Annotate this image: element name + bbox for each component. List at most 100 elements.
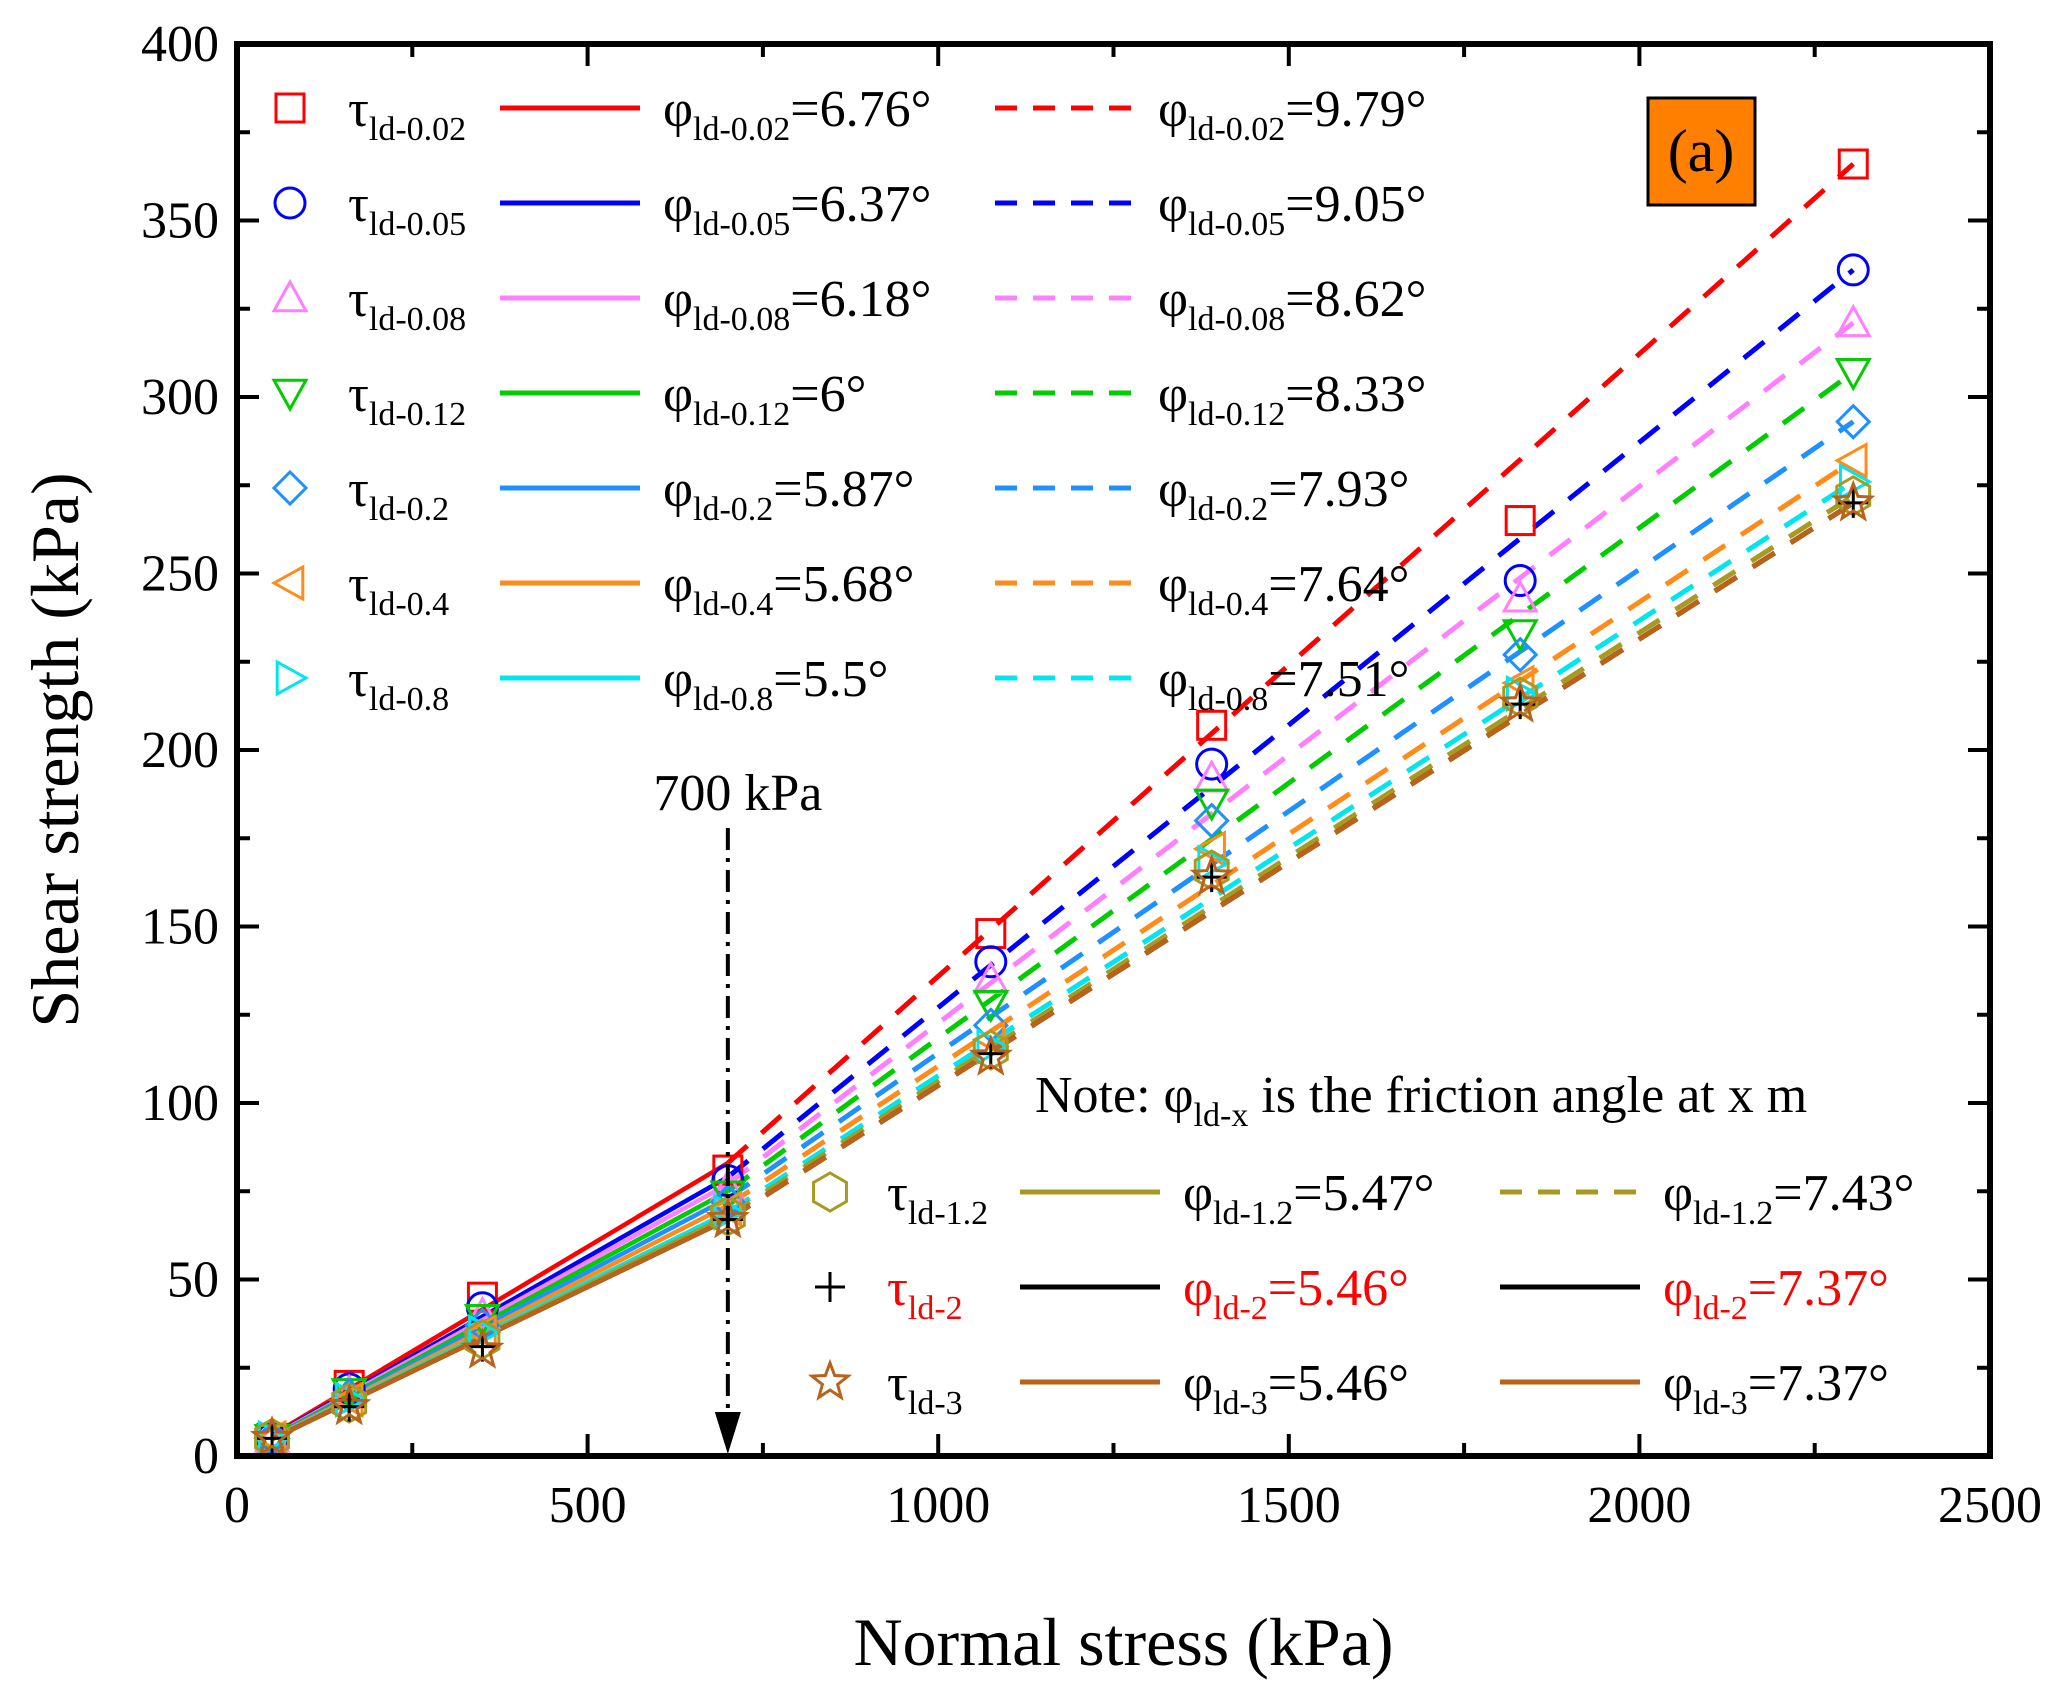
legend-tau-ld-2: τld-2	[887, 1260, 963, 1327]
legend-phi1-ld-0.4: φld-0.4=5.68°	[663, 556, 914, 623]
legend-marker-ld-1.2	[812, 1171, 848, 1213]
data-point-ld-0.12	[1834, 357, 1872, 392]
fit-line-dashed-ld-0.05	[726, 267, 1855, 1180]
legend-phi2-ld-1.2: φld-1.2=7.43°	[1663, 1165, 1914, 1232]
data-point-ld-3	[460, 1326, 505, 1369]
note: Note: φld-x is the friction angle at x m	[1035, 1067, 1807, 1134]
legend-tau-ld-1.2: τld-1.2	[887, 1165, 988, 1232]
data-point-ld-3	[1831, 479, 1876, 522]
legend-marker-ld-0.12	[271, 378, 309, 413]
data-point-ld-1.2	[709, 1195, 746, 1237]
legend-phi1-ld-3: φld-3=5.46°	[1183, 1355, 1409, 1422]
legend: τld-0.02 φld-0.02=6.76° φld-0.02=9.79° τld-…	[270, 81, 1914, 1422]
data-point-ld-0.12	[972, 989, 1010, 1024]
data-point-ld-0.02	[1504, 505, 1536, 537]
legend-phi1-ld-1.2: φld-1.2=5.47°	[1183, 1165, 1434, 1232]
y-tick-label: 0	[193, 1428, 219, 1485]
legend-marker-ld-2	[815, 1272, 845, 1302]
x-tick-label: 1000	[886, 1477, 990, 1534]
legend-phi1-ld-2: φld-2=5.46°	[1183, 1260, 1409, 1327]
plot-area	[249, 148, 1876, 1456]
data-point-ld-0.08	[1501, 579, 1539, 613]
legend-tau-ld-0.2: τld-0.2	[348, 461, 449, 528]
legend-marker-ld-0.8	[275, 659, 310, 697]
data-point-ld-1.2	[972, 1029, 1009, 1071]
data-point-ld-0.05	[1195, 747, 1229, 781]
legend-phi2-ld-0.12: φld-0.12=8.33°	[1158, 366, 1426, 433]
data-point-ld-0.05	[1503, 564, 1537, 598]
legend-phi1-ld-0.05: φld-0.05=6.37°	[663, 176, 931, 243]
y-tick-label: 400	[141, 16, 219, 73]
fit-line-dashed-ld-0.08	[726, 320, 1855, 1187]
data-point-ld-3	[1189, 853, 1234, 896]
legend-phi2-ld-0.2: φld-0.2=7.93°	[1158, 461, 1409, 528]
legend-phi1-ld-0.2: φld-0.2=5.87°	[663, 461, 914, 528]
data-point-ld-0.4	[1192, 830, 1226, 868]
fit-line-dashed-ld-0.2	[726, 419, 1855, 1201]
y-tick-label: 350	[141, 193, 219, 250]
data-point-ld-3	[327, 1383, 372, 1426]
data-point-ld-0.12	[1501, 619, 1539, 653]
legend-tau-ld-0.4: τld-0.4	[348, 556, 449, 623]
data-point-ld-0.2	[1502, 636, 1539, 673]
legend-tau-ld-0.08: τld-0.08	[348, 271, 466, 338]
legend-marker-ld-0.02	[274, 92, 306, 124]
data-point-ld-1.2	[254, 1417, 291, 1456]
y-tick-label: 50	[167, 1252, 219, 1309]
annotation-label: 700 kPa	[653, 765, 822, 822]
data-point-ld-0.08	[1834, 303, 1872, 338]
legend-phi1-ld-0.02: φld-0.02=6.76°	[663, 81, 931, 148]
data-point-ld-0.8	[1197, 844, 1231, 882]
legend-phi2-ld-0.05: φld-0.05=9.05°	[1158, 176, 1426, 243]
legend-marker-ld-0.2	[271, 469, 309, 507]
panel-label-box	[1646, 96, 1757, 207]
data-point-ld-1.2	[331, 1382, 368, 1424]
data-point-ld-0.8	[468, 1313, 502, 1351]
legend-tau-ld-0.8: τld-0.8	[348, 651, 449, 718]
legend-tau-ld-0.02: τld-0.02	[348, 81, 466, 148]
legend-phi2-ld-3: φld-3=7.37°	[1663, 1355, 1889, 1422]
legend-phi1-ld-0.08: φld-0.08=6.18°	[663, 271, 931, 338]
legend-marker-ld-3	[807, 1358, 853, 1401]
data-point-ld-0.12	[1193, 788, 1231, 823]
x-tick-label: 2500	[1938, 1477, 2042, 1534]
fit-line-dashed-ld-0.02	[726, 162, 1855, 1165]
y-tick-label: 250	[141, 546, 219, 603]
note-text: Note: φld-x is the friction angle at x m	[1035, 1067, 1807, 1134]
legend-marker-ld-0.4	[270, 564, 305, 602]
legend-marker-ld-0.05	[273, 186, 307, 220]
y-tick-label: 100	[141, 1075, 219, 1132]
legend-phi1-ld-0.8: φld-0.8=5.5°	[663, 651, 888, 718]
x-axis-title: Normal stress (kPa)	[853, 1604, 1393, 1680]
data-point-ld-0.2	[1193, 802, 1230, 839]
fit-line-dashed-ld-0.12	[726, 370, 1855, 1194]
y-tick-label: 150	[141, 899, 219, 956]
panel-label: (a)	[1668, 118, 1735, 184]
data-point-ld-3	[1498, 680, 1543, 723]
legend-tau-ld-0.05: τld-0.05	[348, 176, 466, 243]
y-axis-title: Shear strength (kPa)	[17, 472, 93, 1027]
legend-phi2-ld-2: φld-2=7.37°	[1663, 1260, 1889, 1327]
data-point-ld-0.2	[1835, 403, 1872, 440]
legend-marker-ld-0.08	[271, 278, 309, 313]
y-tick-label: 200	[141, 722, 219, 779]
data-point-ld-3	[968, 1033, 1013, 1076]
legend-phi2-ld-0.4: φld-0.4=7.64°	[1158, 556, 1409, 623]
data-point-ld-0.02	[1837, 148, 1869, 180]
legend-tau-ld-0.12: τld-0.12	[348, 366, 466, 433]
axes: 700 kPa 0 500 1000 1500 2000 2500 0 50 100 150 200 2…	[17, 16, 2042, 1680]
data-point-ld-3	[249, 1415, 295, 1456]
legend-phi2-ld-0.02: φld-0.02=9.79°	[1158, 81, 1426, 148]
x-tick-label: 500	[549, 1477, 627, 1534]
legend-phi2-ld-0.8: φld-0.8=7.51°	[1158, 651, 1409, 718]
data-point-ld-0.4	[463, 1313, 497, 1351]
legend-tau-ld-3: τld-3	[887, 1355, 963, 1422]
x-tick-label: 0	[224, 1477, 250, 1534]
data-point-ld-0.05	[1836, 253, 1870, 287]
annotation-arrow-head	[714, 1412, 741, 1454]
legend-phi1-ld-0.12: φld-0.12=6°	[663, 366, 866, 433]
x-tick-label: 1500	[1237, 1477, 1341, 1534]
y-tick-label: 300	[141, 369, 219, 426]
legend-phi2-ld-0.08: φld-0.08=8.62°	[1158, 271, 1426, 338]
